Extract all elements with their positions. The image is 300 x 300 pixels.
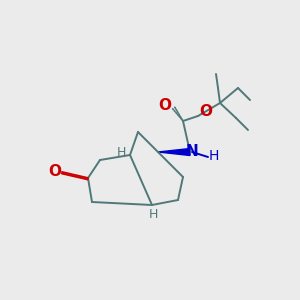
Text: N: N [186, 143, 198, 158]
Text: H: H [116, 146, 126, 158]
Text: H: H [209, 149, 219, 163]
Polygon shape [158, 148, 190, 155]
Text: O: O [49, 164, 62, 179]
Text: O: O [158, 98, 172, 112]
Text: H: H [148, 208, 158, 220]
Text: O: O [200, 104, 212, 119]
